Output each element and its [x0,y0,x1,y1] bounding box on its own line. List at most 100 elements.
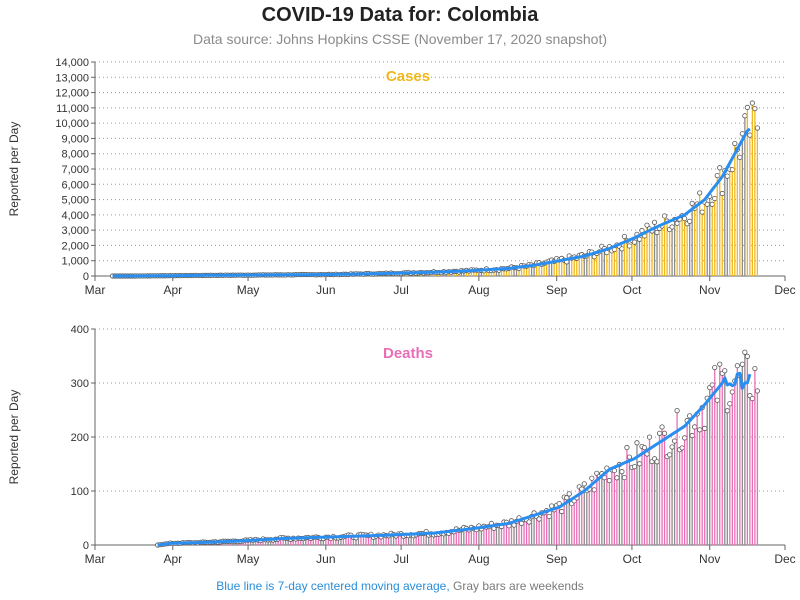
data-point [526,519,532,525]
data-point [704,201,710,207]
data-point [737,154,743,160]
y-tick-label: 11,000 [56,103,89,115]
x-tick-label: Jun [316,552,335,566]
data-point [589,475,595,481]
data-point [749,100,755,106]
data-point [754,125,761,131]
data-point [646,434,653,440]
x-tick-label: Aug [468,552,489,566]
data-point [636,461,643,467]
x-tick-label: May [237,283,260,297]
chart-title: COVID-19 Data for: Colombia [261,4,539,26]
data-point [739,361,745,367]
x-tick-label: Dec [774,283,795,297]
data-point [689,432,695,439]
data-point [709,382,715,388]
y-tick-label: 12,000 [55,88,89,100]
data-point [654,229,660,236]
y-tick-label: 13,000 [55,72,89,84]
data-point [697,427,703,433]
y-axis-label: Reported per Day [7,122,21,217]
data-point [651,219,658,225]
x-tick-label: Oct [623,552,642,566]
y-tick-label: 0 [83,271,89,283]
panel-title: Cases [386,68,430,85]
x-tick-label: Jul [393,552,408,566]
data-point [744,104,750,110]
data-point [752,365,758,372]
y-tick-label: 100 [71,486,89,498]
x-tick-label: Jun [316,283,335,297]
footnote: Blue line is 7-day centered moving avera… [0,579,800,593]
x-tick-label: Jul [393,283,408,297]
x-tick-label: Mar [85,552,106,566]
data-point [722,368,728,374]
data-point [631,464,638,470]
data-point [747,132,753,138]
data-point [689,200,695,206]
footnote-average: Blue line is 7-day centered moving avera… [216,579,450,593]
x-tick-label: Apr [163,552,182,566]
data-point [626,243,633,249]
data-point [631,239,638,245]
data-point [742,349,748,355]
x-tick-label: Mar [85,283,106,297]
y-tick-label: 300 [71,378,89,390]
data-point [674,220,680,226]
data-point [727,401,733,407]
moving-average-line [112,127,751,278]
data-point [656,430,663,436]
data-point [661,213,668,219]
y-tick-label: 3,000 [61,225,89,237]
deaths-panel: 0 100 200 300 400 Mar Apr May Jun Jul Aug Sep Oct Nov… [7,324,796,566]
data-point [724,408,730,414]
data-point [717,361,723,367]
data-point [654,459,660,465]
data-point [679,445,685,451]
data-point [742,113,748,119]
y-tick-label: 200 [71,432,89,444]
data-point [752,106,758,112]
data-point [624,444,630,451]
data-point [724,173,730,179]
x-tick-label: Oct [623,283,642,297]
data-point [712,364,718,371]
y-tick-label: 0 [83,540,89,552]
data-point [682,435,688,441]
data-point [621,474,628,481]
x-tick-label: Nov [699,283,720,297]
data-point [559,508,565,515]
panel-title: Deaths [383,345,433,362]
data-point [671,438,678,444]
y-tick-label: 4,000 [61,210,89,222]
x-tick-label: Apr [163,283,182,297]
y-tick-label: 1,000 [61,256,89,268]
data-point [619,246,625,252]
data-point [717,165,723,171]
x-tick-label: Sep [546,552,568,566]
data-point [669,224,675,230]
y-tick-label: 7,000 [61,164,89,176]
data-point [719,190,725,197]
data-point [634,440,640,446]
y-tick-label: 5,000 [61,195,89,207]
y-tick-label: 9,000 [61,133,89,145]
y-axis-label: Reported per Day [7,390,21,485]
data-point [581,481,587,487]
data-point [699,209,705,215]
chart-subtitle: Data source: Johns Hopkins CSSE (Novembe… [193,31,607,47]
data-point [729,389,735,395]
data-point [749,395,755,402]
data-point [714,172,720,179]
data-point [659,424,665,430]
data-point [546,513,552,520]
data-point [591,487,597,493]
data-point [734,363,740,369]
data-point [666,452,673,458]
data-point [732,140,738,147]
data-point [687,413,693,419]
x-tick-label: Nov [699,552,720,566]
data-point [641,445,648,451]
data-point [566,491,572,497]
